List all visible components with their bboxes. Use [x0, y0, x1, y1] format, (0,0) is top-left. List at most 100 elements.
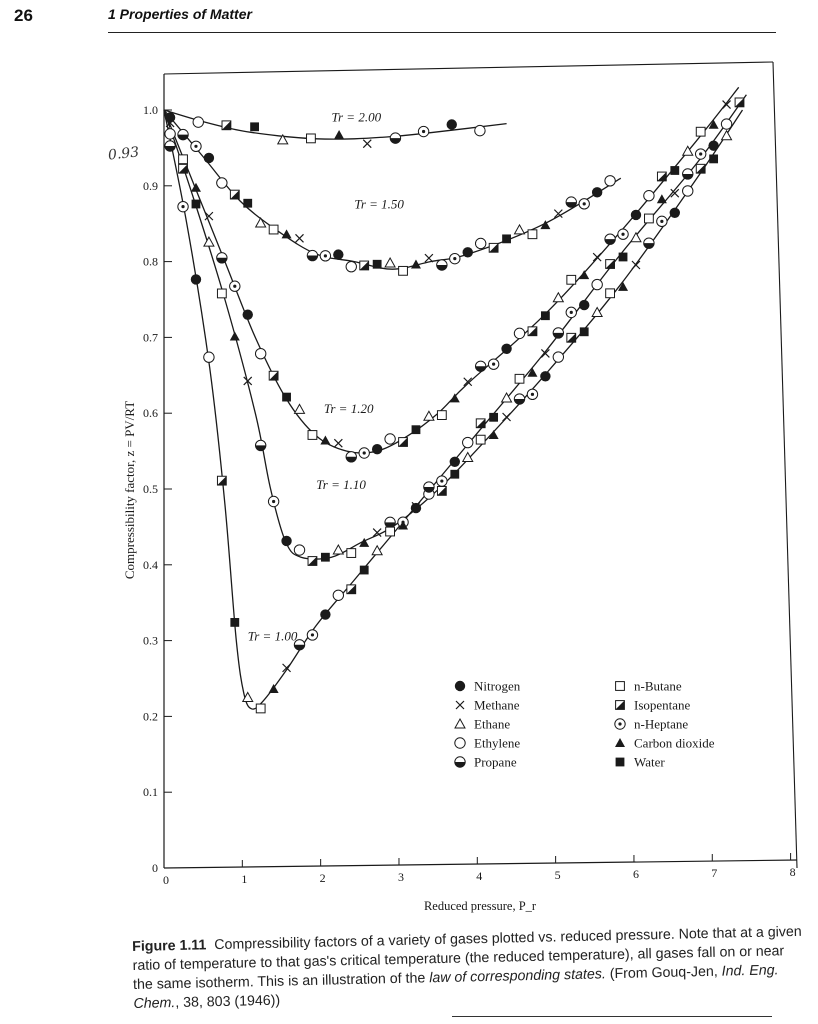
x-tick-label-8: 8	[790, 865, 796, 879]
marker-cross-4-19	[411, 501, 421, 511]
marker-open-triangle-3-3	[203, 236, 215, 247]
marker-half-circle-2-14	[345, 451, 357, 463]
y-tick-label-0.3: 0.3	[143, 634, 158, 648]
marker-open-triangle-2-30	[552, 291, 565, 303]
marker-half-square-2-8	[268, 370, 279, 381]
marker-open-square-4-17	[385, 526, 395, 537]
marker-open-square-2-1	[178, 154, 188, 165]
marker-dot-circle-1-2	[190, 140, 202, 153]
marker-open-triangle-3-13	[332, 543, 345, 555]
frame-right	[772, 61, 798, 869]
legend-label-0: Nitrogen	[474, 679, 521, 694]
marker-half-square-1-5	[229, 189, 240, 200]
marker-half-circle-4-0	[164, 140, 176, 152]
y-axis-label: Compressibility factor, z = PV/RT	[122, 401, 137, 579]
marker-filled-circle-2-26	[501, 343, 512, 354]
marker-filled-triangle-1-19	[410, 259, 421, 269]
x-tick-label-1: 1	[241, 872, 247, 886]
marker-open-circle-1-34	[604, 175, 616, 187]
marker-filled-circle-4-32	[579, 299, 590, 311]
marker-filled-circle-1-3	[203, 152, 215, 164]
marker-half-square-0-2	[221, 120, 232, 131]
caption-law-name: law of corresponding states.	[429, 966, 607, 987]
marker-filled-triangle-4-28	[527, 367, 538, 377]
marker-dot-circle-4-1	[177, 200, 189, 213]
marker-dot-circle-1-22	[449, 252, 461, 265]
marker-open-triangle-1-17	[384, 257, 396, 268]
marker-filled-circle-1-23	[462, 247, 473, 258]
legend-label-1: Methane	[474, 698, 520, 713]
marker-half-circle-1-21	[436, 259, 448, 271]
marker-open-circle-4-13	[332, 589, 345, 601]
marker-half-circle-4-40	[682, 168, 694, 180]
marker-dot-circle-4-11	[306, 629, 319, 641]
marker-cross-4-9	[282, 663, 291, 673]
y-tick-label-0.2: 0.2	[143, 709, 158, 723]
marker-dot-circle-4-41	[694, 148, 707, 160]
isotherm-label-0: Tr = 2.00	[331, 109, 381, 124]
legend-marker-0	[454, 680, 466, 692]
page-number: 26	[14, 6, 33, 25]
marker-half-square-3-31	[566, 332, 577, 343]
marker-filled-square-4-15	[359, 565, 369, 575]
marker-filled-triangle-0-6	[334, 130, 345, 140]
x-tick-label-6: 6	[633, 867, 639, 881]
marker-filled-square-4-25	[489, 412, 499, 422]
marker-half-square-4-34	[605, 259, 615, 269]
marker-filled-triangle-4-38	[656, 194, 667, 204]
marker-dot-circle-1-12	[319, 250, 332, 262]
y-tick-label-0.8: 0.8	[143, 255, 158, 269]
data-markers	[164, 97, 745, 714]
marker-half-square-2-28	[527, 326, 538, 337]
marker-open-circle-3-30	[552, 351, 565, 363]
legend-marker-5	[615, 681, 625, 691]
marker-open-triangle-4-6	[241, 691, 254, 702]
header-rule	[108, 32, 776, 33]
marker-half-square-3-1	[178, 163, 188, 174]
marker-open-circle-4-3	[203, 351, 215, 363]
marker-half-square-4-24	[475, 418, 486, 429]
marker-half-circle-1-11	[306, 249, 319, 262]
marker-filled-square-2-39	[670, 166, 680, 175]
marker-half-circle-2-24	[474, 360, 487, 372]
marker-filled-triangle-3-15	[359, 537, 370, 547]
marker-half-circle-2-4	[216, 252, 228, 264]
y-tick-label-0: 0	[152, 861, 158, 875]
isotherm-curve-3	[163, 109, 744, 560]
marker-open-square-3-14	[346, 548, 357, 558]
marker-filled-circle-2-16	[371, 444, 383, 455]
marker-filled-circle-3-39	[669, 207, 680, 218]
marker-open-circle-4-33	[591, 278, 603, 291]
marker-cross-2-43	[722, 100, 731, 110]
marker-half-circle-4-10	[293, 639, 306, 651]
marker-open-circle-4-23	[462, 436, 474, 449]
marker-open-square-1-8	[268, 224, 279, 235]
marker-filled-triangle-2-42	[708, 119, 719, 129]
caption-text-2: (From Gouq-Jen,	[605, 963, 722, 983]
marker-open-triangle-2-40	[681, 145, 694, 156]
marker-filled-square-1-26	[502, 234, 511, 244]
marker-half-circle-2-34	[604, 233, 616, 245]
x-tick-label-0: 0	[163, 873, 169, 887]
marker-open-square-2-11	[307, 430, 318, 440]
marker-cross-2-23	[463, 377, 473, 387]
marker-filled-circle-1-13	[333, 249, 344, 260]
marker-cross-4-29	[540, 349, 550, 358]
marker-filled-square-2-29	[540, 311, 550, 321]
marker-open-circle-1-14	[345, 260, 357, 273]
marker-filled-square-3-32	[579, 327, 589, 337]
marker-cross-3-6	[243, 376, 253, 386]
marker-half-square-3-21	[436, 485, 447, 496]
marker-filled-triangle-1-29	[540, 220, 551, 230]
marker-open-triangle-4-16	[371, 544, 383, 556]
marker-open-circle-0-11	[474, 124, 486, 137]
x-tick-label-5: 5	[555, 868, 561, 882]
marker-half-circle-0-8	[389, 132, 402, 144]
legend-label-2: Ethane	[474, 717, 510, 732]
marker-filled-square-3-22	[450, 469, 460, 479]
marker-dot-circle-3-8	[267, 495, 280, 508]
marker-open-square-2-31	[566, 274, 577, 285]
compressibility-chart: 0 1 2 3 4 5 6 7 8 0 0.1 0.2 0.3 0.4 0.5 0.6 0.7 0.8 0.9 1.0…	[122, 61, 798, 913]
y-tick-label-0.9: 0.9	[143, 179, 158, 193]
marker-filled-circle-3-9	[281, 535, 292, 547]
